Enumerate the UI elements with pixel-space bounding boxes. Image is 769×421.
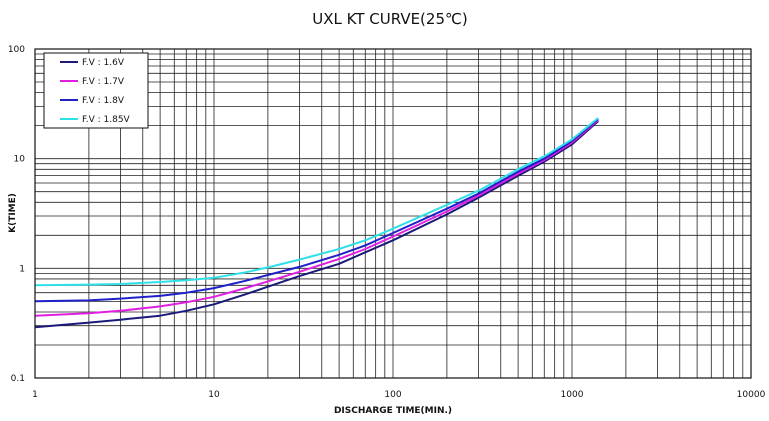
legend-label: F.V : 1.85V [82,115,131,125]
grid-lines [35,49,751,378]
x-tick-label: 100 [384,390,401,400]
legend-label: F.V : 1.7V [82,77,125,87]
series-line [34,118,599,303]
plot-frame [34,48,752,379]
y-tick-label: 10 [14,155,26,165]
legend-label: F.V : 1.8V [82,96,125,106]
y-axis-label: K(TIME) [8,193,18,233]
legend: F.V : 1.6V F.V : 1.7V F.V : 1.8V F.V : 1.85… [43,52,149,129]
legend-label: F.V : 1.6V [82,58,125,68]
x-tick-label: 1 [32,390,38,400]
x-tick-label: 10 [208,390,220,400]
y-tick-label: 0.1 [11,374,25,384]
series-line [34,117,599,287]
y-tick-label: 1 [19,264,25,274]
x-tick-label: 10000 [737,390,766,400]
tick-labels: 1 10 100 1000 10000 0.1 1 10 100 [8,45,766,400]
x-tick-label: 1000 [561,390,584,400]
series-line [34,119,599,317]
series-lines [34,117,599,329]
x-axis-label: DISCHARGE TIME(MIN.) [334,406,452,416]
y-tick-label: 100 [8,45,25,55]
chart-title: UXL KT CURVE(25℃) [312,10,467,28]
legend-box [43,52,149,129]
series-line [34,120,599,329]
